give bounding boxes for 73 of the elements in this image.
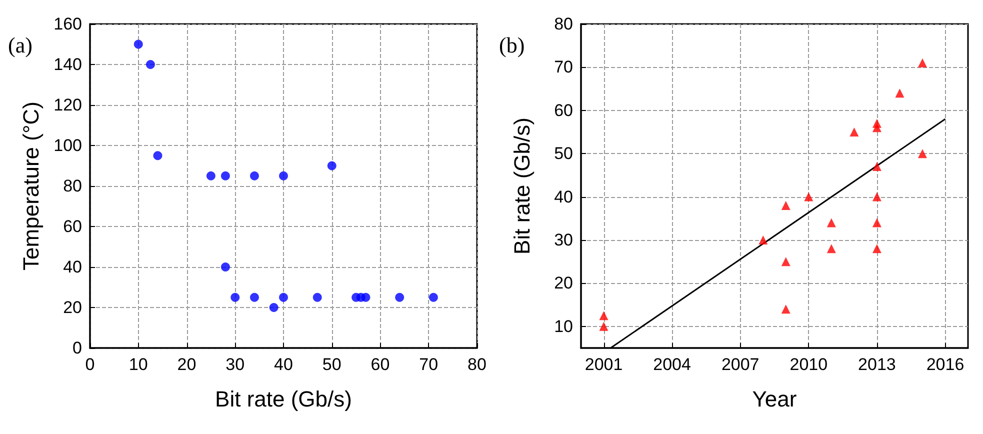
x-tick-label: 0 bbox=[85, 355, 95, 374]
point bbox=[250, 171, 259, 180]
point bbox=[826, 218, 836, 228]
x-tick-label: 2013 bbox=[858, 355, 896, 374]
point bbox=[250, 292, 259, 302]
y-axis-title: Temperature (°C) bbox=[18, 102, 44, 270]
x-tick-label: 20 bbox=[177, 355, 196, 374]
point bbox=[279, 292, 288, 302]
x-axis-title: Year bbox=[752, 386, 797, 412]
y-tick-label: 30 bbox=[554, 230, 573, 250]
y-tick-label: 60 bbox=[554, 100, 573, 120]
point bbox=[599, 311, 608, 320]
point bbox=[872, 192, 882, 202]
x-tick-label: 70 bbox=[419, 355, 438, 374]
point bbox=[599, 322, 608, 331]
point bbox=[781, 304, 790, 314]
point bbox=[220, 171, 230, 180]
y-tick-label: 60 bbox=[63, 217, 82, 236]
point bbox=[872, 123, 882, 132]
x-tick-label: 80 bbox=[468, 355, 486, 374]
y-axis-title: Bit rate (Gb/s) bbox=[510, 118, 534, 254]
x-tick-label: 50 bbox=[322, 355, 342, 374]
point bbox=[327, 161, 336, 170]
point bbox=[758, 236, 768, 244]
y-tick-label: 120 bbox=[54, 96, 82, 114]
x-tick-label: 40 bbox=[274, 355, 293, 374]
point bbox=[395, 292, 404, 302]
y-tick-label: 0 bbox=[72, 338, 82, 358]
x-tick-label: 2007 bbox=[721, 355, 760, 374]
x-tick-label: 2001 bbox=[584, 355, 623, 374]
x-tick-label: 10 bbox=[128, 355, 148, 374]
y-tick-label: 100 bbox=[54, 136, 82, 155]
y-tick-label: 20 bbox=[63, 298, 82, 317]
y-tick-label: 10 bbox=[554, 316, 573, 336]
x-tick-label: 2010 bbox=[790, 355, 828, 374]
point bbox=[872, 244, 882, 254]
point bbox=[826, 244, 836, 254]
point bbox=[872, 218, 882, 228]
y-tick-label: 40 bbox=[554, 187, 573, 206]
text: (b) bbox=[499, 32, 525, 58]
point bbox=[361, 292, 370, 302]
x-tick-label: 2004 bbox=[653, 355, 691, 374]
point bbox=[206, 171, 216, 180]
point bbox=[804, 192, 814, 202]
point bbox=[220, 262, 230, 272]
y-tick-label: 80 bbox=[554, 14, 573, 34]
x-axis-title: Bit rate (Gb/s) bbox=[215, 386, 352, 412]
y-tick-label: 80 bbox=[63, 176, 82, 196]
x-tick-label: 30 bbox=[226, 355, 245, 374]
point bbox=[428, 292, 438, 302]
point bbox=[918, 149, 927, 158]
point bbox=[279, 171, 288, 180]
y-tick-label: 160 bbox=[54, 14, 82, 34]
point bbox=[850, 128, 859, 136]
y-tick-label: 20 bbox=[554, 274, 573, 293]
text: (a) bbox=[8, 32, 32, 58]
point bbox=[146, 60, 155, 69]
y-tick-label: 140 bbox=[54, 55, 82, 74]
point bbox=[781, 200, 790, 210]
x-tick-label: 60 bbox=[370, 355, 390, 374]
point bbox=[269, 303, 278, 312]
point bbox=[312, 292, 322, 302]
point bbox=[230, 292, 240, 302]
point bbox=[781, 257, 790, 266]
point bbox=[872, 162, 882, 172]
point bbox=[134, 40, 143, 49]
point bbox=[153, 151, 162, 160]
y-tick-label: 50 bbox=[554, 144, 573, 164]
y-tick-label: 40 bbox=[63, 258, 82, 276]
y-tick-label: 70 bbox=[554, 58, 573, 77]
x-tick-label: 2016 bbox=[926, 355, 964, 374]
point bbox=[918, 58, 927, 68]
point bbox=[895, 88, 904, 98]
